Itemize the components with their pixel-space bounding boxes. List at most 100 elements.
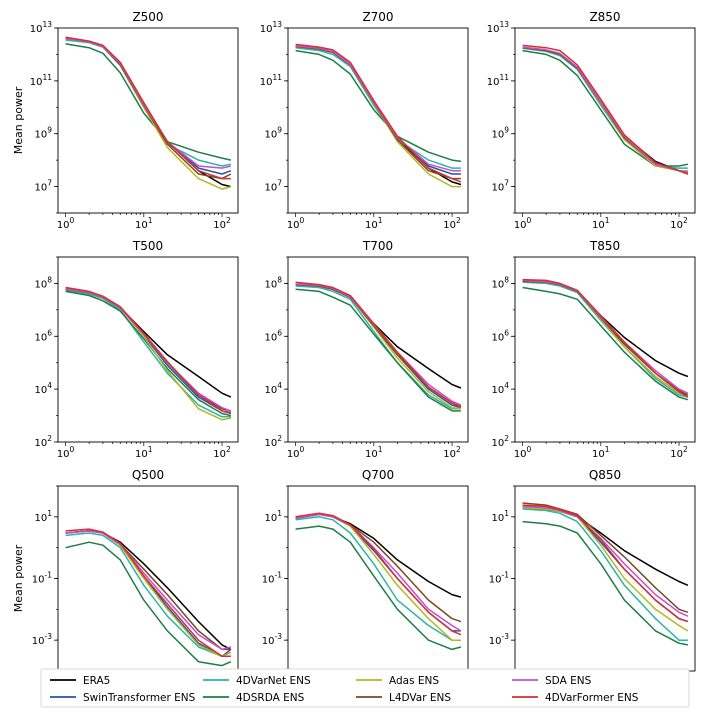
x-tick-label: 100	[287, 216, 305, 231]
legend-label: SDA ENS	[545, 675, 592, 687]
y-tick-label: 10-1	[262, 571, 282, 586]
series-line-l4dvar-ens	[295, 283, 462, 408]
legend-entry: 4DSRDA ENS	[203, 692, 305, 704]
y-tick-label: 108	[491, 275, 509, 290]
panel-z500: Z500 100 101 102 107 109 1011 1013 Mean power	[12, 10, 239, 231]
series-line-4dvarformer-ens	[65, 286, 232, 414]
y-tick-label: 10-1	[32, 571, 52, 586]
y-tick-label: 106	[264, 328, 282, 343]
series-line-4dvarnet-ens	[522, 508, 688, 641]
series-line-era5	[522, 280, 689, 378]
series-lines	[65, 286, 232, 421]
series-line-4dvarformer-ens	[522, 44, 689, 175]
series-lines	[522, 44, 689, 175]
axes-frame	[287, 256, 469, 443]
series-line-4dsrda-ens	[65, 290, 232, 417]
panel-title: T500	[132, 239, 163, 253]
x-tick-label: 100	[514, 445, 532, 460]
series-line-4dvarnet-ens	[65, 289, 231, 418]
x-tick-label: 102	[443, 445, 461, 460]
series-line-adas-ens	[522, 506, 689, 632]
x-tick-label: 100	[57, 445, 75, 460]
series-line-sda-ens	[65, 37, 232, 169]
y-tick-label: 10-3	[262, 632, 282, 647]
x-tick-label: 101	[592, 445, 610, 460]
legend-label: L4DVar ENS	[389, 692, 451, 704]
series-line-4dsrda-ens	[295, 525, 462, 651]
legend-entry: 4DVarNet ENS	[203, 675, 311, 687]
panel-title: Q500	[132, 468, 164, 482]
y-tick-label: 10-3	[32, 632, 52, 647]
y-tick-label: 106	[491, 328, 509, 343]
panel-title: T850	[589, 239, 620, 253]
y-tick-label: 101	[491, 509, 509, 524]
panel-z850: Z850 100 101 102 107 109 1011 1013	[487, 10, 696, 231]
axes-frame	[514, 256, 696, 443]
series-line-sda-ens	[65, 530, 232, 651]
series-line-4dvarnet-ens	[295, 285, 461, 410]
legend: ERA5 4DVarNet ENS Adas ENS SDA ENS SwinTrans…	[40, 668, 690, 708]
legend-label: 4DVarFormer ENS	[545, 692, 639, 704]
series-lines	[522, 502, 689, 646]
series-line-l4dvar-ens	[295, 513, 462, 623]
y-tick-label: 107	[264, 179, 282, 194]
series-lines	[295, 43, 462, 188]
axes-frame	[287, 27, 469, 214]
series-line-swintransformer-ens	[522, 506, 689, 623]
y-tick-label: 104	[491, 381, 509, 396]
series-line-4dvarformer-ens	[295, 281, 462, 409]
axes-frame	[57, 256, 239, 443]
x-tick-label: 101	[365, 216, 383, 231]
series-line-4dvarnet-ens	[522, 281, 689, 398]
y-tick-label: 106	[34, 328, 52, 343]
series-line-4dvarformer-ens	[65, 528, 231, 658]
series-line-4dvarnet-ens	[65, 39, 232, 167]
x-tick-label: 100	[514, 216, 532, 231]
legend-entry: SDA ENS	[512, 675, 592, 687]
series-line-l4dvar-ens	[522, 502, 689, 614]
x-tick-label: 101	[365, 445, 383, 460]
series-line-swintransformer-ens	[295, 513, 461, 632]
y-tick-label: 108	[34, 275, 52, 290]
series-line-4dvarformer-ens	[295, 43, 462, 183]
legend-entry: 4DVarFormer ENS	[512, 692, 639, 704]
x-tick-label: 100	[287, 445, 305, 460]
series-line-4dsrda-ens	[295, 288, 461, 412]
series-line-4dsrda-ens	[65, 43, 232, 161]
y-tick-label: 104	[34, 381, 52, 396]
legend-entry: Adas ENS	[356, 675, 439, 687]
series-line-4dsrda-ens	[522, 520, 689, 646]
series-line-sda-ens	[522, 46, 689, 173]
axes-frame	[514, 27, 696, 214]
panel-title: Z850	[589, 10, 620, 24]
y-tick-label: 109	[264, 126, 282, 141]
series-line-4dvarnet-ens	[295, 46, 461, 169]
y-tick-label: 1013	[30, 20, 53, 35]
y-tick-label: 102	[491, 434, 509, 449]
legend-label: 4DVarNet ENS	[236, 675, 311, 687]
series-lines	[295, 281, 462, 412]
series-line-4dsrda-ens	[522, 49, 689, 167]
y-tick-label: 1011	[260, 73, 283, 88]
y-tick-label: 104	[264, 381, 282, 396]
y-tick-label: 107	[34, 179, 52, 194]
series-line-sda-ens	[522, 505, 689, 617]
y-tick-label: 1011	[30, 73, 53, 88]
series-line-l4dvar-ens	[522, 280, 689, 396]
series-line-4dvarformer-ens	[522, 278, 689, 398]
panel-title: Q850	[589, 468, 621, 482]
panel-title: T700	[362, 239, 393, 253]
legend-label: SwinTransformer ENS	[83, 692, 196, 704]
panel-title: Z700	[362, 10, 393, 24]
series-line-sda-ens	[65, 288, 232, 412]
series-line-adas-ens	[295, 513, 461, 641]
legend-label: 4DSRDA ENS	[236, 692, 305, 704]
y-axis-label: Mean power	[12, 544, 25, 612]
x-tick-label: 102	[213, 216, 231, 231]
x-tick-label: 102	[213, 445, 231, 460]
y-tick-label: 10-3	[489, 632, 509, 647]
series-line-sda-ens	[295, 45, 461, 172]
series-line-4dvarformer-ens	[65, 36, 231, 180]
x-tick-label: 102	[670, 445, 688, 460]
y-tick-label: 10-1	[489, 571, 509, 586]
